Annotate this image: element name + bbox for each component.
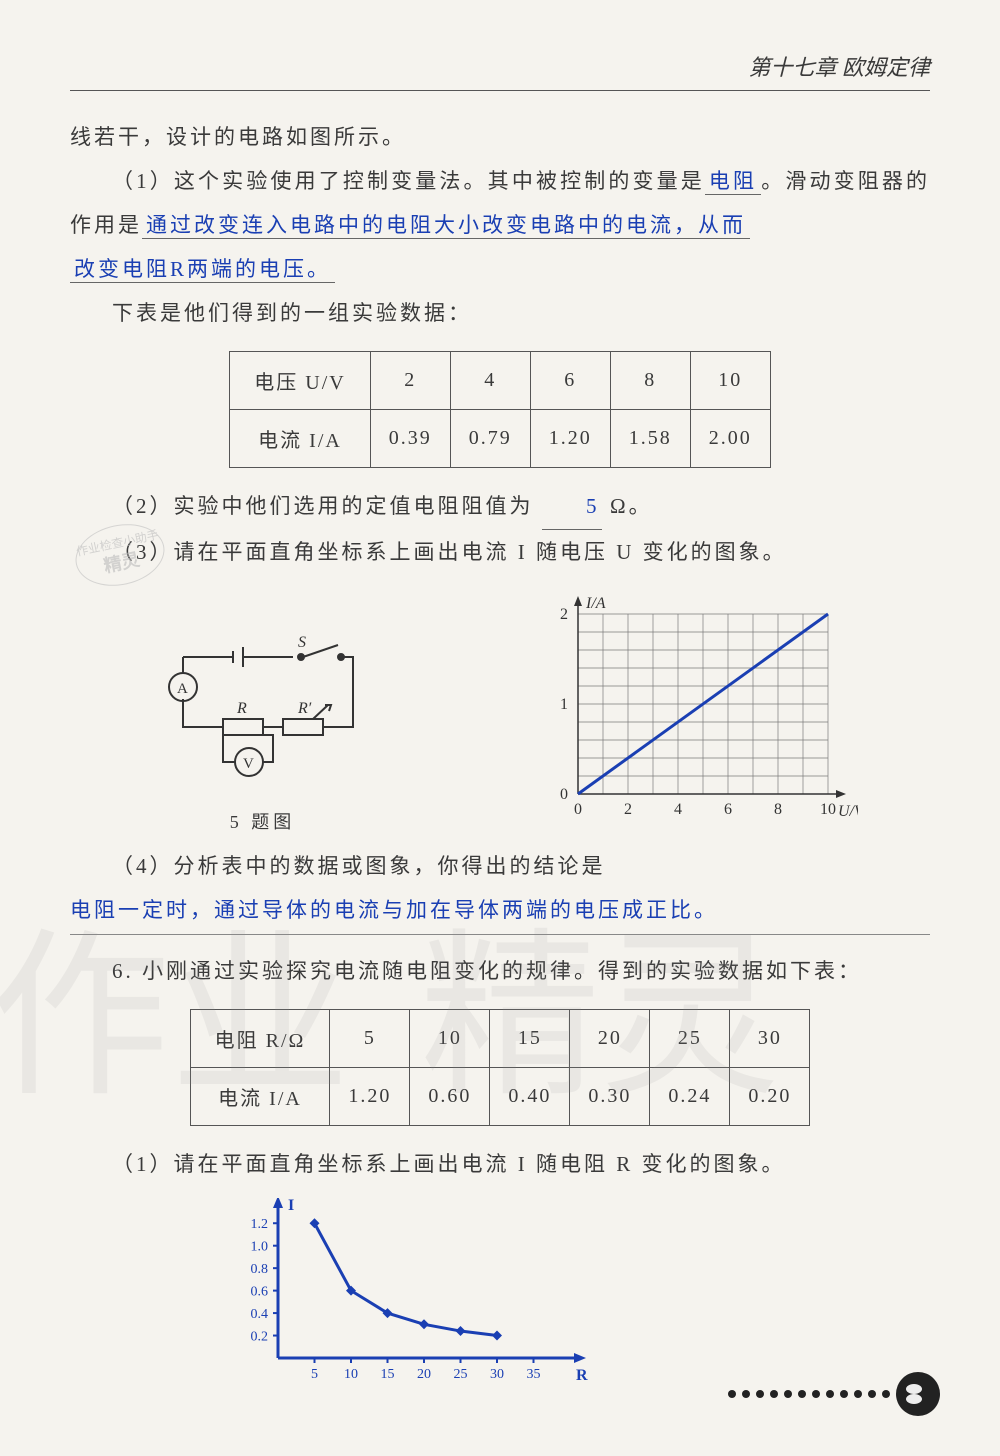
table-row: 电压 U/V 2 4 6 8 10 [230,352,770,410]
data-table-2: 电阻 R/Ω 5 10 15 20 25 30 电流 I/A 1.20 0.60… [190,1009,811,1126]
svg-text:I/A: I/A [585,595,606,612]
svg-text:0.6: 0.6 [251,1285,269,1300]
svg-text:0.2: 0.2 [251,1330,269,1345]
q2-answer: 5 [542,484,602,529]
chart-ir-graph: 5 10 15 20 25 30 35 0.2 0.4 0.6 0.8 1.0 1.2 R I [230,1198,590,1388]
q1-text: （1）这个实验使用了控制变量法。其中被控制的变量是 [112,169,705,193]
q1-answer-2b: 改变电阻R两端的电压。 [70,257,335,283]
svg-text:1.2: 1.2 [251,1217,269,1232]
t1c: 10 [690,352,770,410]
question-1: （1）这个实验使用了控制变量法。其中被控制的变量是电阻。滑动变阻器的作用是通过改… [70,159,930,247]
question-6-1: （1）请在平面直角坐标系上画出电流 I 随电阻 R 变化的图象。 [70,1142,930,1186]
t2c: 0.30 [570,1067,650,1125]
circuit-diagram-wrap: S R′ R A V [143,617,383,834]
svg-text:0.8: 0.8 [251,1262,269,1277]
t1c: 4 [450,352,530,410]
svg-text:6: 6 [724,801,732,818]
q1-answer-2b-line: 改变电阻R两端的电压。 [70,247,930,291]
circuit-caption: 5 题图 [143,808,383,834]
data-table-1: 电压 U/V 2 4 6 8 10 电流 I/A 0.39 0.79 1.20 … [229,351,770,468]
svg-text:2: 2 [560,606,568,623]
svg-text:25: 25 [454,1367,468,1382]
question-4: （4）分析表中的数据或图象，你得出的结论是 [70,844,930,888]
svg-text:10: 10 [344,1367,358,1382]
svg-text:R′: R′ [297,700,312,717]
svg-text:35: 35 [527,1367,541,1382]
t1c: 6 [530,352,610,410]
svg-text:I: I [288,1198,294,1214]
t2c: 20 [570,1009,650,1067]
table1-intro: 下表是他们得到的一组实验数据： [70,291,930,335]
t2c: 0.24 [650,1067,730,1125]
t1c: 1.20 [530,410,610,468]
svg-text:4: 4 [674,801,682,818]
footer-decoration [728,1372,940,1416]
svg-text:5: 5 [311,1367,318,1382]
svg-text:20: 20 [417,1367,431,1382]
t2c: 0.60 [410,1067,490,1125]
t1c: 0.79 [450,410,530,468]
question-3: （3）请在平面直角坐标系上画出电流 I 随电压 U 变化的图象。 [70,530,930,574]
svg-text:0: 0 [574,801,582,818]
t1c: 1.58 [610,410,690,468]
svg-text:8: 8 [774,801,782,818]
q4-answer-line: 电阻一定时，通过导体的电流与加在导体两端的电压成正比。 [70,888,930,935]
paragraph-intro: 线若干，设计的电路如图所示。 [70,115,930,159]
svg-text:A: A [177,681,188,697]
t1-h1: 电压 U/V [230,352,370,410]
q4-answer: 电阻一定时，通过导体的电流与加在导体两端的电压成正比。 [70,898,718,922]
t2c: 15 [490,1009,570,1067]
t1c: 0.39 [370,410,450,468]
svg-text:S: S [298,634,306,651]
q4-text: （4）分析表中的数据或图象，你得出的结论是 [112,854,606,878]
t1-h2: 电流 I/A [230,410,370,468]
svg-text:R: R [576,1367,588,1384]
svg-text:0.4: 0.4 [251,1307,269,1322]
table-row: 电流 I/A 0.39 0.79 1.20 1.58 2.00 [230,410,770,468]
svg-text:1.0: 1.0 [251,1240,269,1255]
svg-text:15: 15 [381,1367,395,1382]
t1c: 2.00 [690,410,770,468]
t2-h2: 电流 I/A [190,1067,330,1125]
q2-text: （2）实验中他们选用的定值电阻阻值为 [112,494,534,518]
svg-text:0: 0 [560,786,568,803]
table-row: 电阻 R/Ω 5 10 15 20 25 30 [190,1009,810,1067]
svg-text:R: R [236,700,247,717]
svg-text:10: 10 [820,801,836,818]
svg-text:U/V: U/V [838,803,858,820]
chapter-header: 第十七章 欧姆定律 [70,50,930,91]
question-2: （2）实验中他们选用的定值电阻阻值为 5 Ω。 [70,484,930,529]
q1-answer-1: 电阻 [705,169,761,195]
chart-iv-graph: 0 2 4 6 8 10 0 1 2 U/V I/A [528,594,858,834]
svg-text:1: 1 [560,696,568,713]
t2c: 30 [730,1009,810,1067]
t1c: 2 [370,352,450,410]
q2-suffix: Ω。 [610,494,653,518]
t2c: 10 [410,1009,490,1067]
t2c: 25 [650,1009,730,1067]
q1-answer-2a: 通过改变连入电路中的电阻大小改变电路中的电流，从而 [142,213,750,239]
t2c: 5 [330,1009,410,1067]
svg-text:30: 30 [490,1367,504,1382]
table-row: 电流 I/A 1.20 0.60 0.40 0.30 0.24 0.20 [190,1067,810,1125]
svg-text:V: V [243,756,254,772]
t2-h1: 电阻 R/Ω [190,1009,330,1067]
circuit-diagram: S R′ R A V [143,617,383,797]
t2c: 0.40 [490,1067,570,1125]
figure-row: S R′ R A V [70,594,930,834]
question-6: 6. 小刚通过实验探究电流随电阻变化的规律。得到的实验数据如下表： [70,949,930,993]
t2c: 0.20 [730,1067,810,1125]
t1c: 8 [610,352,690,410]
svg-text:2: 2 [624,801,632,818]
t2c: 1.20 [330,1067,410,1125]
chart-ir-wrap: 5 10 15 20 25 30 35 0.2 0.4 0.6 0.8 1.0 1.2 R I [230,1198,930,1393]
